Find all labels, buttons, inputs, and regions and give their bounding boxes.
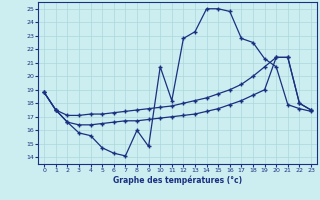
X-axis label: Graphe des températures (°c): Graphe des températures (°c) (113, 176, 242, 185)
